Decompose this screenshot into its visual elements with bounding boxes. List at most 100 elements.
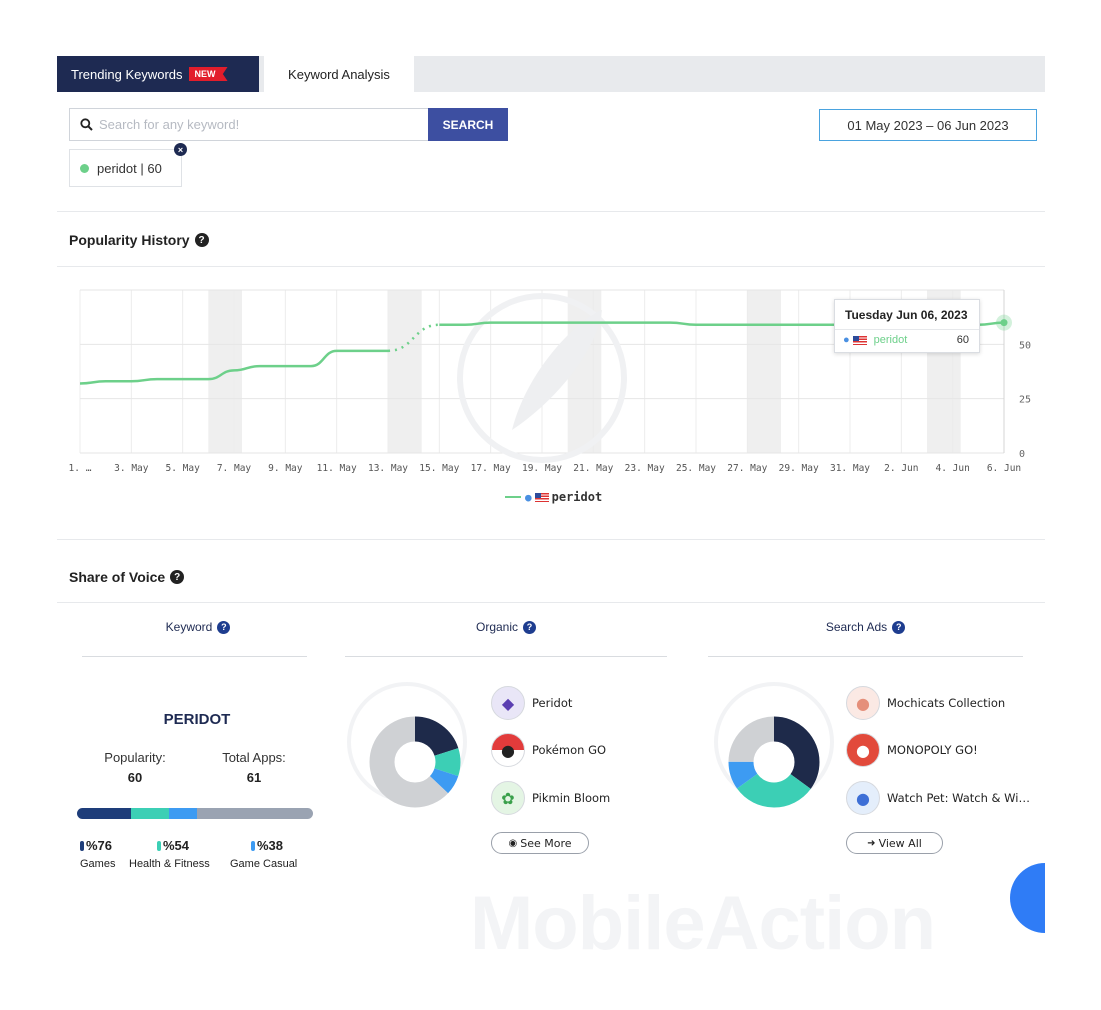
keyword-chip-label: peridot | 60 — [97, 160, 162, 176]
search-ads-column-label: Search Ads — [825, 620, 888, 634]
legend-line-swatch — [505, 496, 521, 498]
category-percent-value: %38 — [257, 838, 284, 853]
x-tick-label: 19. May — [522, 463, 562, 474]
share-of-voice-label: Share of Voice — [69, 569, 166, 585]
tooltip-value: 60 — [956, 334, 969, 346]
x-tick-label: 2. Jun — [884, 463, 918, 474]
donut-slice — [728, 716, 820, 808]
donut-slice — [369, 716, 461, 808]
pokemon-go-app-icon: ● — [491, 733, 525, 767]
tab-keyword-analysis[interactable]: Keyword Analysis — [264, 56, 414, 92]
x-tick-label: 23. May — [625, 463, 665, 474]
app-name: Peridot — [532, 696, 573, 710]
x-tick-label: 15. May — [419, 463, 459, 474]
search-ads-app-row[interactable]: ● Watch Pet: Watch & Wi… — [846, 781, 1030, 815]
help-icon[interactable]: ? — [217, 620, 231, 634]
x-tick-label: 21. May — [573, 463, 613, 474]
x-tick-label: 31. May — [830, 463, 870, 474]
category-percent: %54 — [157, 838, 189, 853]
app-name: MONOPOLY GO! — [887, 743, 978, 757]
popularity-chart: 0 25 50 1. … 3. May 5. May 7. May 9. May 11. Ma… — [69, 289, 1031, 474]
category-percent: %76 — [80, 838, 112, 853]
category-percent-value: %54 — [163, 838, 190, 853]
help-icon[interactable]: ? — [523, 620, 537, 634]
donut-slice — [728, 716, 820, 808]
weekend-band — [747, 290, 781, 453]
tab-trending-keywords[interactable]: Trending Keywords NEW — [57, 56, 259, 92]
apple-icon: ● — [525, 490, 532, 504]
category-bar-segment — [197, 808, 313, 819]
x-tick-label: 5. May — [166, 463, 201, 474]
total-apps-value: 61 — [246, 770, 262, 785]
search-button[interactable]: SEARCH — [428, 108, 508, 141]
view-all-label: View All — [878, 836, 922, 850]
app-name: Mochicats Collection — [887, 696, 1006, 710]
app-name: Pokémon GO — [532, 743, 607, 757]
tooltip-row: ● peridot 60 — [835, 334, 979, 346]
divider — [82, 656, 307, 657]
search-input[interactable] — [99, 117, 399, 132]
share-of-voice-title: Share of Voice ? — [69, 569, 185, 585]
popularity-history-label: Popularity History — [69, 232, 190, 248]
y-tick-label: 50 — [1019, 340, 1031, 351]
legend-series-label: peridot — [551, 490, 603, 504]
monopoly-go-app-icon: ● — [846, 733, 880, 767]
search-icon — [80, 118, 93, 131]
donut-slice — [728, 716, 820, 808]
see-more-button[interactable]: ◉ See More — [491, 832, 589, 854]
help-icon[interactable]: ? — [170, 570, 185, 584]
search-ads-app-row[interactable]: ● MONOPOLY GO! — [846, 733, 978, 767]
category-swatch — [251, 840, 255, 851]
chart-legend[interactable]: ● peridot — [505, 490, 602, 504]
tab-trending-label: Trending Keywords — [71, 66, 183, 82]
close-icon[interactable]: × — [174, 143, 187, 156]
popularity-label: Popularity: — [104, 750, 166, 765]
divider — [57, 539, 1045, 540]
tab-keyword-analysis-label: Keyword Analysis — [288, 66, 390, 82]
keyword-column-label: Keyword — [165, 620, 213, 634]
x-tick-label: 17. May — [471, 463, 511, 474]
search-ads-column-header: Search Ads ? — [708, 620, 1023, 634]
organic-app-row[interactable]: ◆ Peridot — [491, 686, 572, 720]
peridot-app-icon: ◆ — [491, 686, 525, 720]
category-percent-value: %76 — [86, 838, 113, 853]
help-icon[interactable]: ? — [892, 620, 906, 634]
us-flag-icon — [852, 335, 867, 345]
mochicats-app-icon: ● — [846, 686, 880, 720]
x-tick-label: 13. May — [368, 463, 408, 474]
watch-pet-app-icon: ● — [846, 781, 880, 815]
x-tick-label: 9. May — [268, 463, 303, 474]
us-flag-icon — [534, 492, 549, 502]
category-name: Game Casual — [230, 858, 298, 870]
divider — [708, 656, 1023, 657]
pikmin-bloom-app-icon: ✿ — [491, 781, 525, 815]
x-tick-label: 7. May — [217, 463, 252, 474]
divider — [57, 602, 1045, 603]
date-range-picker[interactable]: 01 May 2023 – 06 Jun 2023 — [819, 109, 1037, 141]
data-point-peridot — [1000, 319, 1008, 327]
chart-tooltip: Tuesday Jun 06, 2023 ● peridot 60 — [834, 299, 980, 353]
divider — [57, 266, 1045, 267]
view-all-button[interactable]: ➜ View All — [846, 832, 943, 854]
keyword-chip[interactable]: peridot | 60 — [69, 149, 182, 187]
organic-app-row[interactable]: ● Pokémon GO — [491, 733, 606, 767]
new-badge: NEW — [188, 67, 228, 81]
apple-icon: ● — [843, 334, 850, 346]
x-tick-label: 11. May — [317, 463, 357, 474]
organic-app-row[interactable]: ✿ Pikmin Bloom — [491, 781, 610, 815]
search-ads-app-row[interactable]: ● Mochicats Collection — [846, 686, 1005, 720]
search-box — [69, 108, 429, 141]
divider — [345, 656, 667, 657]
tooltip-divider — [835, 329, 979, 330]
category-swatch — [157, 840, 161, 851]
series-line-peridot — [79, 349, 388, 385]
keyword-column-header: Keyword ? — [82, 620, 314, 634]
see-more-label: See More — [520, 836, 572, 850]
tooltip-series-name: peridot — [873, 334, 908, 346]
help-icon[interactable]: ? — [194, 233, 209, 247]
popularity-history-title: Popularity History ? — [69, 232, 209, 248]
arrow-right-icon: ➜ — [867, 837, 876, 849]
organic-donut-chart — [347, 682, 467, 808]
keyword-name: PERIDOT — [163, 711, 231, 728]
organic-column-label: Organic — [475, 620, 519, 634]
